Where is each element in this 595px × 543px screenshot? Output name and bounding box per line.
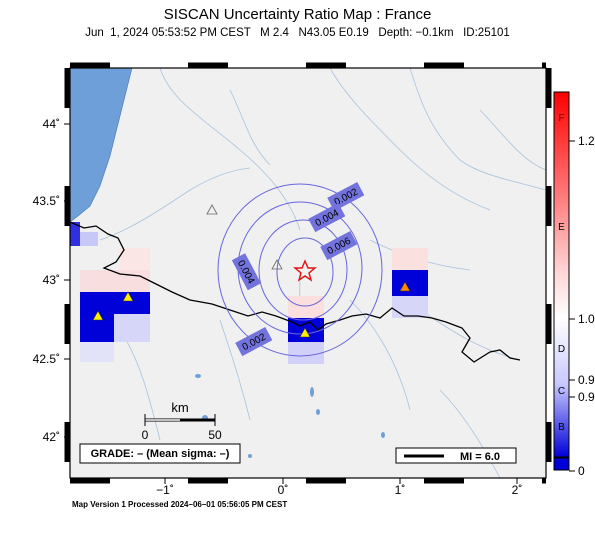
triangle-icon <box>206 204 218 215</box>
axis-labels: 44˚ 43.5˚ 43˚ 42.5˚ 42˚ −1˚ 0˚ 1˚ 2˚ <box>33 117 523 497</box>
colorbar-value: 1.2 <box>578 134 595 148</box>
border <box>70 221 521 363</box>
map-canvas: 0.002 0.004 0.006 0.004 0.002 km <box>70 68 546 478</box>
scale-bar: km 0 50 <box>142 400 222 442</box>
lat-tick: 42.5˚ <box>33 352 60 366</box>
grade-letter: F <box>558 113 564 124</box>
colorbar-value: 0.9 <box>578 373 595 387</box>
map-title: SISCAN Uncertainty Ratio Map : France <box>163 6 432 23</box>
grade-letter: B <box>558 422 565 433</box>
event-info: Jun 1, 2024 05:53:52 PM CEST M 2.4 N43.0… <box>85 27 510 39</box>
map-frame <box>64 62 552 484</box>
triangle-icon <box>92 310 104 321</box>
mi-label: MI = 6.0 <box>460 451 500 463</box>
grade-letter: E <box>558 222 565 233</box>
lat-tick: 42˚ <box>43 430 60 444</box>
ratio-cells <box>70 222 428 364</box>
triangle-icon <box>299 327 311 338</box>
processing-footer: Map Version 1 Processed 2024–06–01 05:56… <box>72 500 288 509</box>
ocean <box>70 68 133 223</box>
scale-tick: 50 <box>208 428 222 442</box>
rivers <box>99 68 546 478</box>
stations <box>92 204 411 338</box>
contours <box>217 183 383 357</box>
mi-box: MI = 6.0 <box>395 447 517 464</box>
triangle-icon <box>122 291 134 302</box>
colorbar-value: 0.9 <box>578 390 595 404</box>
scale-tick: 0 <box>142 428 149 442</box>
lon-tick: 0˚ <box>278 483 289 497</box>
grade-letter: D <box>558 344 565 355</box>
grade-label: GRADE: – (Mean sigma: –) <box>91 448 230 460</box>
scale-unit: km <box>171 400 188 415</box>
lon-tick: 2˚ <box>512 483 523 497</box>
grade-box: GRADE: – (Mean sigma: –) <box>79 443 241 464</box>
colorbar: F E D C B 1.2 1.0 0.9 0.9 0 <box>553 91 595 478</box>
grade-letter: C <box>558 386 565 397</box>
colorbar-value: 0 <box>578 464 585 478</box>
lat-tick: 43.5˚ <box>33 194 60 208</box>
lon-tick: 1˚ <box>395 483 406 497</box>
star-icon <box>293 259 317 282</box>
triangle-icon <box>399 281 411 292</box>
lat-tick: 44˚ <box>43 117 60 131</box>
lon-tick: −1˚ <box>156 483 174 497</box>
lat-tick: 43˚ <box>43 273 60 287</box>
triangle-icon <box>271 259 283 270</box>
colorbar-value: 1.0 <box>578 312 595 326</box>
